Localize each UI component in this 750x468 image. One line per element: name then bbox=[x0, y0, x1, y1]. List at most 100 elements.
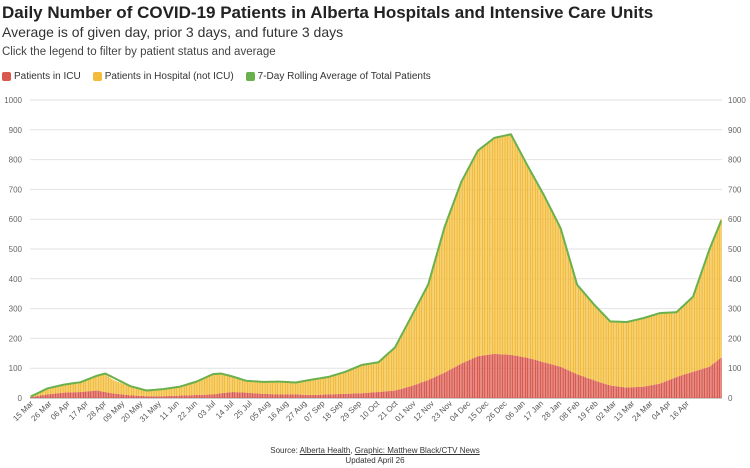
bar-icu bbox=[112, 393, 115, 398]
bar-hospital bbox=[695, 287, 697, 371]
x-tick-label: 04 Apr bbox=[650, 399, 673, 422]
bar-hospital bbox=[571, 267, 573, 372]
x-tick-label: 14 Jul bbox=[214, 399, 236, 421]
bar-icu bbox=[341, 393, 343, 398]
bar-icu bbox=[619, 386, 621, 398]
bar-hospital bbox=[101, 374, 103, 392]
x-tick-label: 03 Jul bbox=[196, 399, 218, 421]
bar-icu bbox=[395, 390, 398, 398]
bar-hospital bbox=[495, 137, 497, 354]
bar-icu bbox=[424, 381, 426, 398]
bar-hospital bbox=[612, 321, 615, 386]
bar-icu bbox=[284, 394, 287, 398]
bar-icu bbox=[111, 393, 113, 398]
bar-hospital bbox=[690, 298, 692, 373]
bar-hospital bbox=[54, 386, 57, 394]
bar-icu bbox=[533, 359, 535, 398]
bar-hospital bbox=[465, 172, 467, 362]
bar-hospital bbox=[286, 382, 288, 395]
graphic-credit-link[interactable]: Graphic: Matthew Black/CTV News bbox=[354, 446, 480, 455]
bar-icu bbox=[447, 370, 449, 398]
bar-icu bbox=[255, 393, 257, 398]
bar-icu bbox=[568, 370, 570, 398]
bar-icu bbox=[30, 397, 32, 398]
bar-icu bbox=[349, 393, 351, 398]
bar-hospital bbox=[243, 380, 245, 393]
bar-icu bbox=[611, 385, 613, 398]
bar-icu bbox=[652, 384, 654, 398]
bar-hospital bbox=[240, 379, 242, 393]
bar-icu bbox=[258, 393, 260, 398]
bar-icu bbox=[422, 381, 424, 398]
bar-hospital bbox=[520, 153, 522, 357]
bar-hospital bbox=[437, 249, 439, 376]
bar-hospital bbox=[323, 377, 325, 395]
bar-hospital bbox=[198, 380, 201, 395]
bar-hospital bbox=[654, 314, 656, 385]
bar-icu bbox=[467, 360, 469, 398]
bar-icu bbox=[309, 394, 312, 398]
bar-icu bbox=[566, 369, 568, 398]
bar-hospital bbox=[165, 388, 168, 397]
legend-label-rolling-average: 7-Day Rolling Average of Total Patients bbox=[257, 71, 431, 82]
bar-hospital bbox=[586, 296, 588, 378]
bar-icu bbox=[397, 389, 399, 398]
source-link-alberta-health[interactable]: Alberta Health bbox=[299, 446, 351, 455]
bar-hospital bbox=[316, 378, 318, 395]
bar-hospital bbox=[602, 314, 605, 384]
bar-icu bbox=[190, 395, 192, 398]
bar-hospital bbox=[606, 317, 608, 385]
bar-hospital bbox=[134, 387, 136, 396]
bar-icu bbox=[602, 383, 605, 398]
bar-hospital bbox=[233, 377, 235, 393]
bar-icu bbox=[275, 394, 277, 398]
bar-hospital bbox=[334, 374, 336, 395]
bar-icu bbox=[486, 354, 489, 398]
bar-hospital bbox=[539, 189, 542, 362]
bar-icu bbox=[369, 392, 371, 398]
bar-hospital bbox=[207, 376, 209, 395]
bar-hospital bbox=[385, 354, 388, 392]
bar-icu bbox=[344, 393, 346, 398]
bar-hospital bbox=[132, 387, 134, 396]
y-tick-label-right: 200 bbox=[728, 334, 742, 343]
legend-item-hospital[interactable]: Patients in Hospital (not ICU) bbox=[92, 71, 234, 82]
legend-item-rolling-average[interactable]: 7-Day Rolling Average of Total Patients bbox=[245, 71, 431, 82]
bar-hospital bbox=[490, 140, 492, 355]
bar-hospital bbox=[352, 368, 355, 394]
bar-icu bbox=[496, 354, 499, 398]
bar-icu bbox=[157, 396, 159, 398]
bar-icu bbox=[99, 391, 101, 398]
bar-icu bbox=[235, 392, 237, 398]
bar-hospital bbox=[554, 218, 557, 366]
bar-icu bbox=[164, 396, 166, 398]
bar-icu bbox=[63, 392, 65, 398]
bar-icu bbox=[539, 361, 542, 398]
bar-hospital bbox=[693, 291, 696, 372]
bar-hospital bbox=[205, 377, 207, 395]
bar-hospital bbox=[329, 376, 332, 395]
bar-hospital bbox=[402, 331, 404, 389]
bar-icu bbox=[69, 392, 72, 398]
bar-hospital bbox=[190, 383, 192, 396]
bar-hospital bbox=[314, 378, 317, 395]
bar-icu bbox=[538, 360, 540, 398]
bar-icu bbox=[193, 395, 196, 398]
bar-hospital bbox=[372, 363, 375, 393]
bar-icu bbox=[144, 396, 146, 398]
bar-hospital bbox=[336, 374, 338, 395]
x-tick-label: 29 Sep bbox=[339, 399, 364, 424]
legend-item-icu[interactable]: Patients in ICU bbox=[2, 71, 81, 82]
bar-icu bbox=[223, 392, 226, 398]
bar-hospital bbox=[313, 379, 315, 395]
bar-icu bbox=[715, 361, 717, 398]
bar-hospital bbox=[412, 312, 414, 386]
bar-icu bbox=[597, 381, 600, 398]
bar-hospital bbox=[662, 312, 664, 383]
bar-icu bbox=[238, 392, 240, 398]
bar-icu bbox=[548, 363, 550, 398]
bar-icu bbox=[286, 394, 288, 398]
bar-hospital bbox=[717, 227, 719, 361]
bar-icu bbox=[339, 394, 341, 398]
bar-icu bbox=[404, 387, 406, 398]
